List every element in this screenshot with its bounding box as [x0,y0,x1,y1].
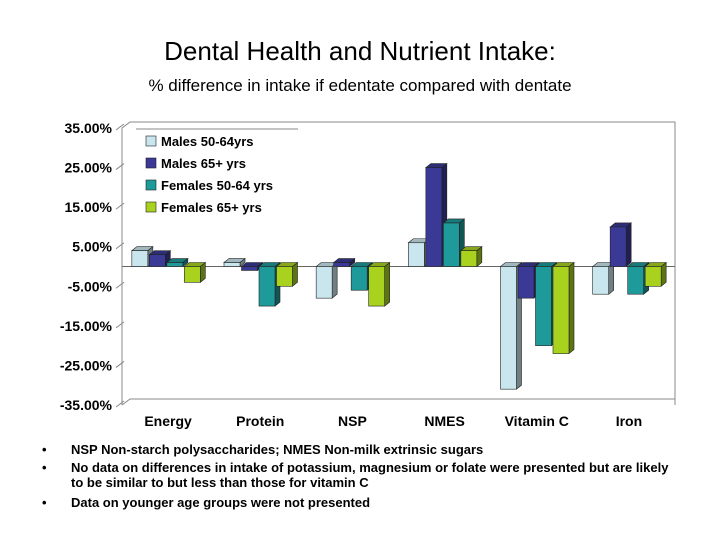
bullet-marker: • [42,495,47,510]
y-tick-label: -5.00% [68,278,113,294]
bar-side [608,261,614,295]
y-tick-mark [115,321,125,329]
y-tick-mark [115,163,125,170]
x-axis: Energy Protein NSP NMES Vitamin C Iron [144,413,642,429]
bar [627,266,644,295]
legend-label: Females 65+ yrs [161,200,262,215]
y-tick-mark [115,361,125,368]
legend-label: Males 50-64yrs [161,134,254,149]
bullet-marker: • [42,460,47,475]
bar [552,266,570,354]
y-tick-mark [115,400,125,408]
footnote-text: NSP Non-starch polysaccharides; NMES Non… [71,442,484,457]
x-tick-label: Iron [616,413,642,429]
bar [131,250,149,267]
x-tick-label: Protein [236,413,284,429]
footnote-text: No data on differences in intake of pota… [71,460,669,490]
bar [460,250,478,267]
chart-title: Dental Health and Nutrient Intake: [164,36,556,66]
footnote-text: Data on younger age groups were not pres… [71,495,371,510]
y-tick-label: 35.00% [65,120,113,136]
bar-side [384,261,390,307]
y-tick-label: 15.00% [65,199,113,215]
plot-floor [121,398,675,406]
bar [166,262,184,267]
bar [592,266,609,295]
y-tick-label: 5.00% [72,239,112,255]
legend: Males 50-64yrs Males 65+ yrs Females 50-64… [136,128,298,215]
bar-side [625,222,632,268]
y-tick-label: 25.00% [65,160,113,176]
x-tick-label: Energy [144,413,192,429]
y-axis: 35.00% 25.00% 15.00% 5.00% -5.00% -15.00% -25.… [60,120,125,413]
legend-swatch [145,135,157,147]
bar-side [331,261,338,299]
legend-box [136,129,298,215]
legend-swatch [145,179,157,191]
bar [276,266,293,287]
chart-subtitle: % difference in intake if edentate compa… [148,76,572,95]
legend-swatch [145,157,157,169]
bar [443,222,460,267]
bar [517,266,535,299]
bar [644,266,662,287]
bar [241,266,258,271]
plot-frame [121,121,676,406]
bar-side [568,261,575,355]
bar [500,266,517,390]
plot-back-wall [121,121,676,405]
bullet-marker: • [42,442,47,457]
bar [368,266,385,307]
bar-chart: 35.00% 25.00% 15.00% 5.00% -5.00% -15.00% -25.… [60,120,676,429]
bar [425,167,443,267]
y-tick-mark [115,242,125,250]
x-tick-label: Vitamin C [505,413,569,429]
y-tick-mark [115,281,125,289]
y-tick-label: -15.00% [60,318,113,334]
bar [184,266,201,283]
bar [333,262,350,267]
bar [350,266,368,291]
bar [609,226,627,267]
legend-swatch [145,201,157,213]
bar [535,266,552,346]
y-tick-mark [115,123,125,131]
bar [408,242,425,267]
bar [223,262,241,267]
bars [130,162,668,390]
legend-label: Females 50-64 yrs [161,178,273,193]
y-tick-label: -35.00% [60,397,113,413]
y-tick-mark [115,202,125,210]
x-tick-label: NSP [338,413,367,429]
y-tick-label: -25.00% [60,357,113,373]
x-tick-label: NMES [424,413,464,429]
bar [258,266,276,307]
bar [315,266,333,299]
bar [149,254,166,267]
legend-label: Males 65+ yrs [161,156,246,171]
